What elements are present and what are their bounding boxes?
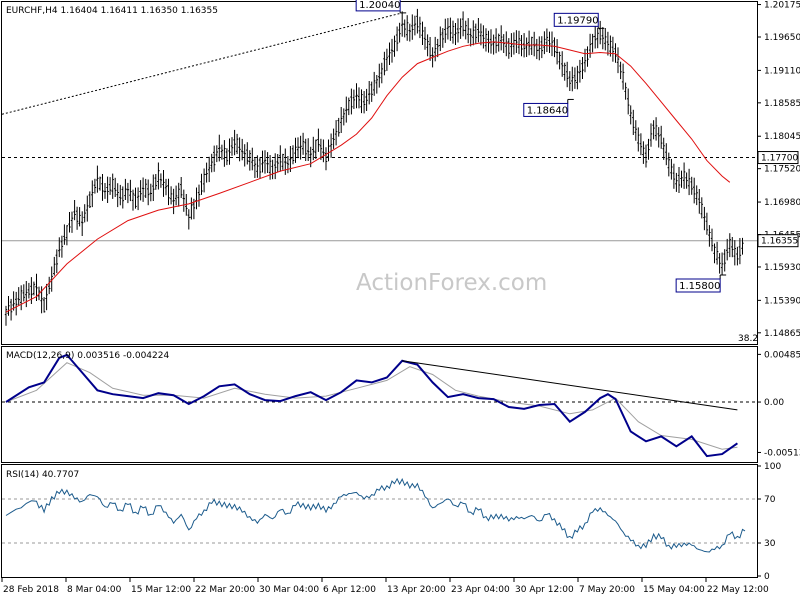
macd-signal-line — [5, 362, 738, 450]
y-tick-label: 1.15930 — [764, 263, 800, 273]
price-trendline — [1, 12, 403, 115]
fib-label: 38.2 — [738, 334, 758, 344]
macd-line — [5, 353, 738, 458]
macd-panel-frame — [1, 346, 758, 463]
annotation-box — [355, 0, 401, 12]
x-axis: 28 Feb 2018 8 Mar 04:00 15 Mar 12:00 22 Mar… — [1, 578, 769, 595]
x-tick-label: 15 May 04:00 — [643, 585, 705, 595]
ema-line — [5, 41, 731, 313]
x-tick-label: 30 Mar 04:00 — [259, 585, 319, 595]
y-tick-label: 1.15390 — [764, 296, 800, 306]
annotation-box — [523, 102, 569, 117]
annotation-label: 1.15800 — [679, 281, 720, 292]
x-tick-label: 7 May 20:00 — [579, 585, 635, 595]
watermark: ActionForex.com — [356, 270, 547, 296]
price-trendline-line — [1, 12, 403, 115]
rsi-panel-frame — [1, 464, 758, 578]
rsi-grid — [2, 498, 757, 544]
annotation-box — [553, 12, 599, 27]
macd-signal-series — [5, 362, 738, 450]
y-tick-label: 30 — [764, 539, 776, 549]
macd-trendline — [402, 360, 738, 411]
x-tick-label: 15 Mar 12:00 — [131, 585, 191, 595]
y-tick-label: 1.18585 — [764, 99, 800, 109]
annotation-label: 1.18640 — [527, 105, 568, 116]
y-tick-label: 0.004851 — [764, 350, 800, 360]
y-tick-label: 100 — [764, 462, 781, 472]
y-tick-label: 1.17520 — [764, 165, 800, 175]
rsi-y-axis: 100 70 30 0 — [757, 462, 781, 582]
y-tick-label: 1.19110 — [764, 66, 800, 76]
price-grid — [2, 157, 757, 242]
y-tick-label: 1.19650 — [764, 33, 800, 43]
y-tick-label: -0.00513 — [764, 448, 800, 458]
x-tick-label: 13 Apr 20:00 — [387, 585, 446, 595]
macd-title: MACD(12,26,9) 0.003516 -0.004224 — [6, 351, 169, 361]
x-tick-label: 22 Mar 20:00 — [195, 585, 255, 595]
price-series — [4, 8, 744, 326]
current-price-tag: 1.16355 — [761, 237, 798, 247]
y-tick-label: 1.14865 — [764, 329, 800, 339]
y-tick-label: 70 — [764, 495, 776, 505]
chart-title: EURCHF,H4 1.16404 1.16411 1.16350 1.1635… — [6, 6, 218, 16]
macd-series — [5, 353, 738, 458]
annotation-box — [675, 278, 721, 293]
price-annotations: 1.20040 1.19790 1.18640 1.15800 — [355, 0, 727, 293]
annotation-label: 1.20040 — [359, 0, 400, 11]
y-tick-label: 1.16980 — [764, 198, 800, 208]
y-tick-label: 0 — [764, 572, 770, 582]
x-tick-label: 28 Feb 2018 — [3, 585, 59, 595]
annotation-label: 1.19790 — [557, 15, 598, 26]
x-tick-label: 30 Apr 12:00 — [515, 585, 574, 595]
rsi-line — [5, 477, 746, 553]
y-tick-label: 0.00 — [764, 398, 784, 408]
x-tick-label: 6 Apr 12:00 — [323, 585, 376, 595]
rsi-series — [5, 477, 746, 553]
ema-series — [5, 41, 731, 313]
y-tick-label: 1.18045 — [764, 132, 800, 142]
x-tick-label: 22 May 12:00 — [707, 585, 769, 595]
price-y-axis: 1.20175 1.19650 1.19110 1.18585 1.18045 1.175… — [757, 1, 800, 339]
macd-y-axis: 0.004851 0.00 -0.00513 — [757, 350, 800, 458]
x-tick-label: 8 Mar 04:00 — [67, 585, 122, 595]
resistance-price-tag-box — [757, 151, 799, 165]
current-price-tag-box — [757, 234, 799, 248]
macd-trendline-line — [402, 360, 738, 411]
y-tick-label: 1.20175 — [764, 1, 800, 11]
rsi-title: RSI(14) 40.7707 — [6, 470, 79, 480]
resistance-price-tag: 1.17700 — [761, 154, 798, 164]
x-tick-label: 23 Apr 04:00 — [451, 585, 510, 595]
